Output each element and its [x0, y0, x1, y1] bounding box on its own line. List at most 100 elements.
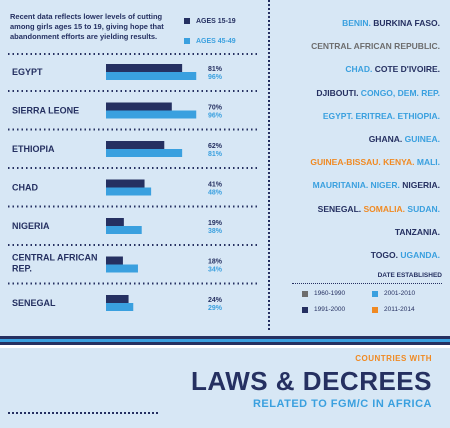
country-name: MAURITANIA. NIGER. — [312, 180, 400, 191]
country-name: CENTRAL AFRICAN REPUBLIC. — [311, 41, 440, 52]
date-legend-label: 2011-2014 — [384, 306, 415, 313]
country-name: MALI. — [414, 157, 440, 168]
country-list-line: BENIN. BURKINA FASO. — [310, 12, 440, 35]
stripe — [0, 345, 450, 348]
bar-senegal-ages-15-19 — [106, 295, 129, 303]
bar-chart-panel: Recent data reflects lower levels of cut… — [0, 0, 258, 336]
date-legend-swatch — [372, 290, 378, 297]
bottom-dotted-line — [8, 412, 158, 414]
intro-text: Recent data reflects lower levels of cut… — [10, 12, 164, 41]
country-name: SUDAN. — [405, 203, 440, 214]
category-label: CENTRAL AFRICAN REP. — [12, 253, 98, 274]
bar-ethiopia-ages-15-19 — [106, 141, 165, 149]
bar-nigeria-ages-15-19 — [106, 218, 124, 226]
legend-item-ages-15-19: AGES 15-19 — [184, 14, 256, 28]
bar-group-central-african-rep: CENTRAL AFRICAN REP. 18%34% — [12, 253, 223, 274]
country-name: TOGO. — [370, 249, 398, 260]
value-label-chad-ages-15-19: 41% — [208, 182, 223, 189]
country-name: NIGERIA. — [399, 180, 440, 191]
value-label-nigeria-ages-45-49: 38% — [208, 228, 223, 235]
bar-egypt-ages-15-19 — [106, 64, 183, 72]
country-name: CONGO, DEM. REP. — [358, 87, 440, 98]
date-legend-label: 1960-1990 — [314, 290, 346, 297]
country-name: SENEGAL. — [317, 203, 362, 214]
country-list-line: GHANA. GUINEA. — [310, 128, 440, 151]
category-label: SIERRA LEONE — [12, 106, 79, 116]
banner-subtitle-top: COUNTRIES WITH — [355, 354, 432, 363]
value-label-central-african-rep-ages-15-19: 18% — [208, 259, 223, 266]
country-list-line: TOGO. UGANDA. — [310, 244, 440, 267]
country-list-line: CHAD. COTE D'IVOIRE. — [310, 58, 440, 81]
country-name: BURKINA FASO. — [370, 18, 440, 28]
value-label-sierra-leone-ages-45-49: 96% — [208, 113, 223, 120]
bar-central-african-rep-ages-45-49 — [106, 264, 138, 273]
category-label: ETHIOPIA — [12, 144, 55, 154]
bar-group-egypt: EGYPT 81%96% — [12, 64, 223, 81]
country-name: UGANDA. — [397, 249, 440, 260]
bar-chart: EGYPT 81%96% SIERRA LEONE 70%96% ETHIOPIA 62%… — [8, 53, 258, 312]
country-name: COTE D'IVOIRE. — [372, 64, 440, 75]
date-legend-swatch — [302, 306, 308, 313]
value-label-chad-ages-45-49: 48% — [208, 190, 223, 197]
country-name: GUINEA. — [402, 133, 440, 144]
stripe — [0, 342, 450, 345]
bar-nigeria-ages-45-49 — [106, 226, 142, 234]
bar-group-sierra-leone: SIERRA LEONE 70%96% — [12, 102, 223, 120]
title-banner: COUNTRIES WITH LAWS & DECREES RELATED TO… — [0, 348, 450, 428]
value-label-egypt-ages-45-49: 96% — [208, 74, 223, 81]
bar-group-nigeria: NIGERIA 19%38% — [12, 218, 223, 235]
country-list-line: DJIBOUTI. CONGO, DEM. REP. — [310, 82, 440, 105]
country-name: GUINEA-BISSAU. KENYA. — [310, 157, 415, 168]
country-name: CHAD. — [345, 64, 373, 75]
bar-chad-ages-45-49 — [106, 187, 152, 196]
country-name: BENIN. — [342, 18, 371, 28]
banner-title: LAWS & DECREES — [190, 366, 432, 396]
category-label: CHAD — [12, 183, 38, 193]
country-list-line: CENTRAL AFRICAN REPUBLIC. — [310, 35, 440, 58]
stripe — [0, 336, 450, 339]
value-label-senegal-ages-45-49: 29% — [208, 305, 223, 312]
age-legend: AGES 15-19 AGES 45-49 — [184, 14, 256, 48]
legend-swatch-15-19 — [184, 18, 190, 24]
country-list-panel: BENIN. BURKINA FASO. CENTRAL AFRICAN REPU… — [276, 0, 450, 332]
country-name: EGYPT. ERITREA. ETHIOPIA. — [322, 110, 440, 121]
value-label-ethiopia-ages-15-19: 62% — [208, 143, 223, 150]
date-legend-item: 2001-2010 — [372, 290, 442, 297]
date-legend-swatch — [302, 290, 308, 297]
bar-egypt-ages-45-49 — [106, 72, 197, 80]
date-legend: DATE ESTABLISHED 1960-1990 2001-2010 1991-… — [292, 272, 442, 313]
banner-stripes — [0, 336, 450, 348]
legend-swatch-45-49 — [184, 38, 190, 44]
value-label-ethiopia-ages-45-49: 81% — [208, 151, 223, 158]
country-name: GHANA. — [368, 133, 403, 144]
date-legend-item: 1991-2000 — [302, 306, 372, 313]
country-name: TANZANIA. — [394, 226, 440, 237]
value-label-nigeria-ages-15-19: 19% — [208, 220, 223, 227]
value-label-senegal-ages-15-19: 24% — [208, 297, 223, 304]
country-name: DJIBOUTI. — [316, 87, 359, 98]
bar-central-african-rep-ages-15-19 — [106, 256, 123, 265]
date-legend-label: 2001-2010 — [384, 290, 416, 297]
bar-sierra-leone-ages-45-49 — [106, 110, 197, 119]
country-list-line: SENEGAL. SOMALIA. SUDAN. — [310, 198, 440, 221]
country-list-line: MAURITANIA. NIGER. NIGERIA. — [310, 174, 440, 197]
bar-ethiopia-ages-45-49 — [106, 149, 183, 157]
country-list-line: GUINEA-BISSAU. KENYA. MALI. — [310, 151, 440, 174]
value-label-central-african-rep-ages-45-49: 34% — [208, 267, 223, 274]
legend-label-15-19: AGES 15-19 — [196, 17, 236, 25]
bar-group-chad: CHAD 41%48% — [12, 179, 223, 197]
category-label: NIGERIA — [12, 221, 50, 231]
date-legend-title: DATE ESTABLISHED — [292, 272, 442, 284]
country-list-line: EGYPT. ERITREA. ETHIOPIA. — [310, 105, 440, 128]
date-legend-label: 1991-2000 — [314, 306, 346, 313]
bar-senegal-ages-45-49 — [106, 303, 134, 311]
bar-sierra-leone-ages-15-19 — [106, 102, 172, 111]
date-legend-item: 1960-1990 — [302, 290, 372, 297]
date-legend-grid: 1960-1990 2001-2010 1991-2000 2011-2014 — [292, 290, 442, 313]
vertical-dotted-divider — [268, 0, 270, 330]
banner-subtitle-bottom: RELATED TO FGM/C IN AFRICA — [252, 398, 432, 410]
legend-item-ages-45-49: AGES 45-49 — [184, 34, 256, 48]
country-list-line: TANZANIA. — [310, 221, 440, 244]
date-legend-item: 2011-2014 — [372, 306, 442, 313]
